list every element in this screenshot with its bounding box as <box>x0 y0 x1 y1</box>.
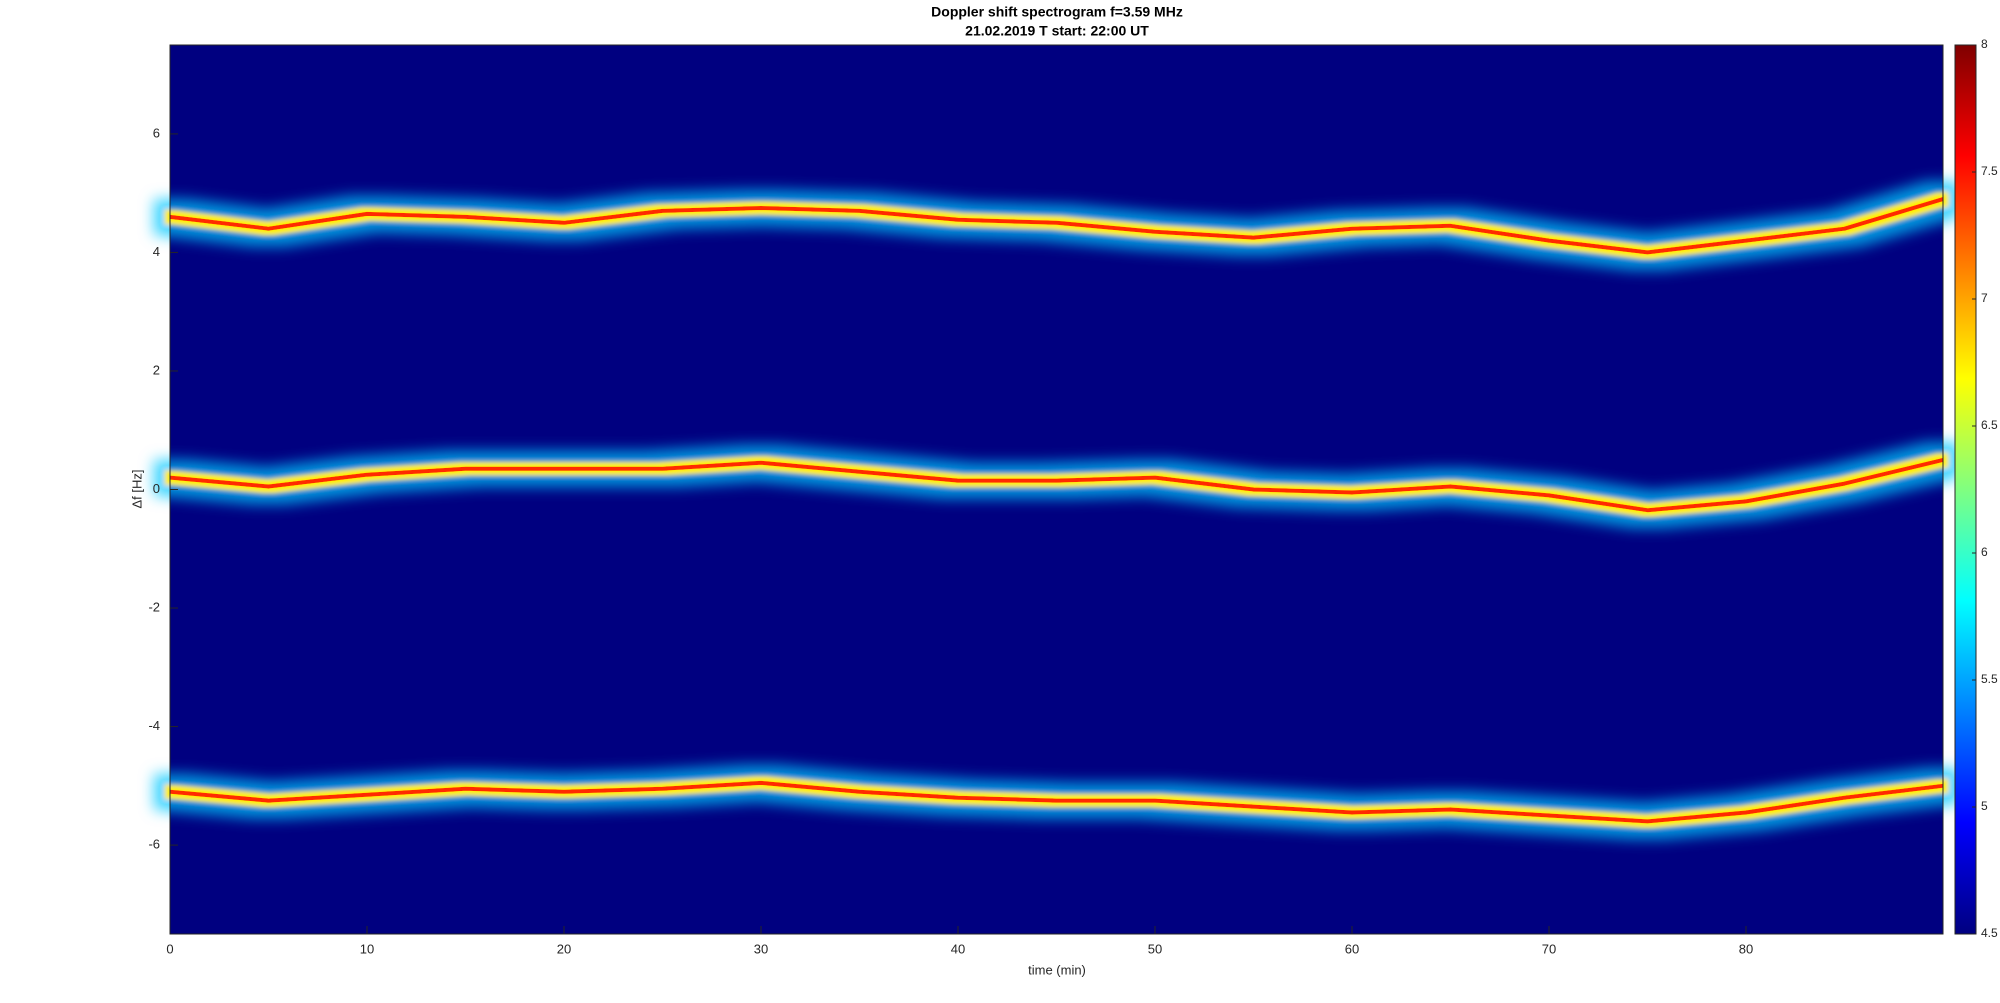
colorbar-tick-label: 5 <box>1981 799 1988 813</box>
chart-title: Doppler shift spectrogram f=3.59 MHz <box>931 4 1183 20</box>
x-tick-label: 60 <box>1345 941 1359 956</box>
x-tick-label: 30 <box>754 941 768 956</box>
chart-subtitle: 21.02.2019 T start: 22:00 UT <box>965 23 1149 39</box>
x-tick-label: 10 <box>360 941 374 956</box>
y-tick-label: -6 <box>148 837 160 852</box>
colorbar-tick-label: 8 <box>1981 37 1988 51</box>
x-axis-label: time (min) <box>1028 962 1086 977</box>
x-tick-label: 70 <box>1542 941 1556 956</box>
y-axis-label: Δf [Hz] <box>129 469 144 508</box>
y-tick-label: 6 <box>153 125 160 140</box>
x-tick-label: 20 <box>557 941 571 956</box>
x-tick-label: 80 <box>1739 941 1753 956</box>
y-tick-label: 2 <box>153 362 160 377</box>
x-tick-label: 40 <box>951 941 965 956</box>
x-tick-label: 0 <box>166 941 173 956</box>
colorbar-tick-label: 6.5 <box>1981 418 1998 432</box>
y-tick-label: 4 <box>153 244 160 259</box>
signal-trace <box>169 457 1944 513</box>
signal-trace <box>169 780 1944 824</box>
colorbar-tick-label: 6 <box>1981 545 1988 559</box>
colorbar <box>1954 44 1977 935</box>
y-tick-label: -2 <box>148 599 160 614</box>
y-tick-label: 0 <box>153 481 160 496</box>
colorbar-tick-label: 4.5 <box>1981 926 1998 940</box>
colorbar-tick-label: 5.5 <box>1981 672 1998 686</box>
colorbar-tick-label: 7.5 <box>1981 164 1998 178</box>
y-tick-label: -4 <box>148 718 160 733</box>
colorbar-tick-label: 7 <box>1981 291 1988 305</box>
x-tick-label: 50 <box>1148 941 1162 956</box>
signal-trace <box>169 197 1944 255</box>
plot-background <box>170 45 1943 934</box>
